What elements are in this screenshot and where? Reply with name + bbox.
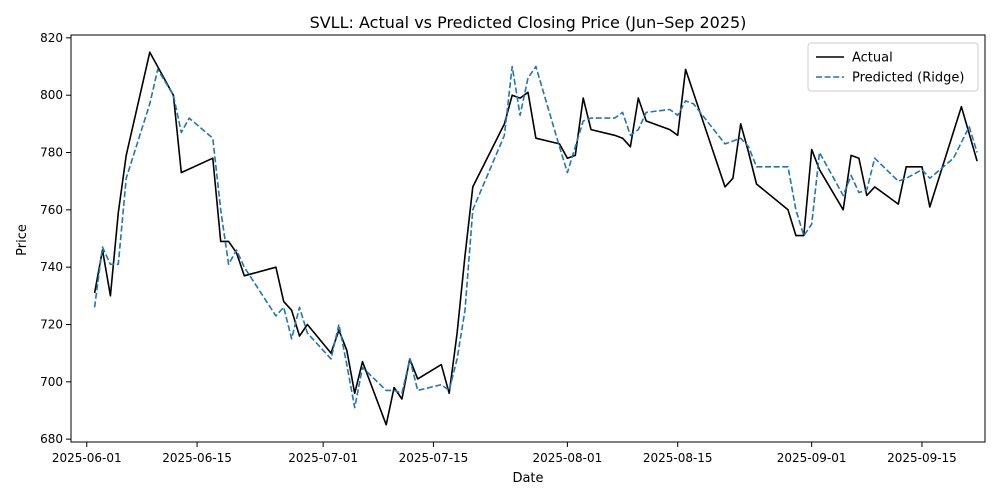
y-tick-label: 760: [40, 203, 63, 217]
y-tick-label: 740: [40, 260, 63, 274]
legend-label: Actual: [852, 51, 893, 66]
y-axis: 680 700 720 740 760 780 800 820: [40, 31, 71, 446]
x-axis-label: Date: [512, 471, 543, 486]
chart-title: SVLL: Actual vs Predicted Closing Price …: [310, 13, 747, 32]
plot-area: [93, 51, 978, 426]
x-tick-label: 2025-08-01: [533, 451, 603, 465]
x-tick-label: 2025-08-15: [643, 451, 713, 465]
x-tick-label: 2025-06-01: [52, 451, 122, 465]
y-tick-label: 720: [40, 317, 63, 331]
y-tick-label: 680: [40, 432, 63, 446]
x-tick-label: 2025-07-01: [288, 451, 358, 465]
legend: Actual Predicted (Ridge): [807, 42, 979, 92]
legend-box: [807, 42, 979, 92]
y-tick-label: 820: [40, 31, 63, 45]
x-tick-label: 2025-09-15: [887, 451, 957, 465]
y-tick-label: 780: [40, 146, 63, 160]
y-tick-label: 800: [40, 88, 63, 102]
x-axis: 2025-06-01 2025-06-15 2025-07-01 2025-07-15…: [52, 442, 957, 465]
legend-label: Predicted (Ridge): [852, 71, 964, 86]
series-line-predicted: [93, 65, 978, 409]
x-tick-label: 2025-09-01: [777, 451, 847, 465]
y-axis-label: Price: [15, 224, 30, 256]
plot-frame: [70, 34, 986, 443]
x-tick-label: 2025-06-15: [162, 451, 232, 465]
x-tick-label: 2025-07-15: [399, 451, 469, 465]
y-tick-label: 700: [40, 375, 63, 389]
